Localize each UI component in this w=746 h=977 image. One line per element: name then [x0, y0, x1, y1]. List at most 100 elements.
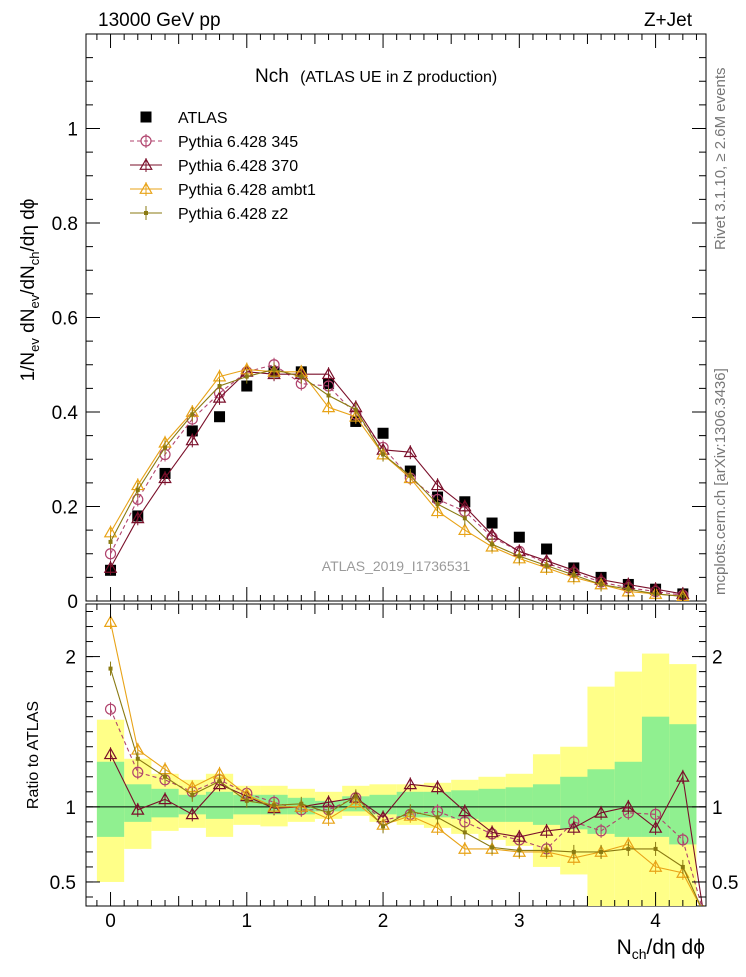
legend-marker-pambt1: [139, 182, 153, 194]
legend: ATLAS Pythia 6.428 345 Pythia 6.428 370 Pyt…: [130, 110, 316, 223]
ratio-point-pz2: [571, 849, 576, 854]
ratio-point-pz2: [408, 809, 413, 814]
main-y-tick-label: 0.6: [52, 309, 78, 330]
main-point-pz2: [217, 384, 222, 389]
ratio-point-pz2: [490, 845, 495, 850]
main-point-pambt1: [458, 523, 472, 536]
ratio-point-pz2: [326, 810, 331, 815]
main-y-tick-label: 0.2: [52, 498, 78, 519]
main-point-pz2: [353, 407, 358, 412]
main-y-axis-label: 1/Nev dNev/dNch/dη dϕ: [18, 199, 42, 382]
ratio-point-p370: [103, 747, 118, 760]
ratio-point-pz2: [381, 824, 386, 829]
main-point-data: [486, 517, 498, 529]
ratio-point-p370: [403, 777, 418, 790]
main-point-data: [513, 531, 525, 543]
ratio-point-p345: [104, 703, 117, 715]
ratio-point-p370: [130, 802, 145, 815]
ratio-point-pz2: [462, 830, 467, 835]
ratio-band-inner: [96, 761, 125, 837]
legend-item-p370: Pythia 6.428 370: [130, 158, 298, 175]
ratio-y-tick-label-right: 0.5: [712, 873, 738, 894]
ratio-band-inner: [178, 794, 206, 815]
ratio-point-pz2: [272, 803, 277, 808]
ratio-point-pambt1: [103, 615, 118, 627]
main-point-p370: [185, 433, 200, 446]
main-point-pz2: [108, 539, 113, 544]
main-ylabel-sub: ev: [27, 294, 42, 308]
ratio-point-p370: [158, 792, 172, 805]
main-point-pz2: [272, 367, 277, 372]
main-ylabel-sub: ev: [27, 338, 42, 352]
main-ylabel-part: 1/N: [18, 352, 39, 382]
main-point-p370: [103, 560, 118, 573]
main-point-pz2: [381, 452, 386, 457]
ratio-point-pambt1: [648, 859, 663, 872]
ratio-band-inner: [614, 761, 642, 837]
ratio-point-pambt1: [403, 808, 418, 821]
main-point-pz2: [571, 573, 576, 578]
ratio-point-pz2: [108, 666, 113, 671]
legend-item-p345: Pythia 6.428 345: [130, 134, 298, 151]
main-point-p370: [403, 445, 418, 458]
ratio-point-p370: [458, 804, 472, 817]
xlabel-part: N: [617, 936, 632, 959]
main-line-p345: [110, 364, 683, 596]
ratio-point-pz2: [244, 798, 249, 803]
ratio-point-p345: [649, 808, 662, 820]
legend-marker-data: [140, 111, 152, 123]
main-line-p370: [110, 371, 683, 595]
ratio-series-pz2: [108, 661, 704, 906]
main-y-tick-label: 0.4: [52, 403, 79, 424]
rivet-side-label: Rivet 3.1.10, ≥ 2.6M events: [712, 68, 729, 251]
main-point-pz2: [163, 445, 168, 450]
ratio-point-pambt1: [294, 799, 309, 812]
main-point-data: [186, 425, 198, 437]
main-ylabel-part: /dN: [18, 265, 39, 295]
legend-label-pambt1: Pythia 6.428 ambt1: [178, 182, 316, 199]
main-point-pz2: [599, 582, 604, 587]
main-point-pz2: [435, 502, 440, 507]
ratio-band-inner: [505, 787, 533, 822]
legend-marker-p345: [140, 135, 152, 147]
ratio-point-p345: [132, 766, 144, 778]
ratio-y-tick-label: 0.5: [50, 873, 76, 894]
main-point-pz2: [626, 587, 631, 592]
ratio-point-pz2: [626, 846, 631, 851]
ratio-point-pz2: [544, 848, 549, 853]
ratio-point-pz2: [135, 756, 140, 761]
ratio-y-tick-label: 2: [65, 648, 76, 669]
ratio-point-p370: [702, 905, 704, 906]
ratio-point-p370: [539, 823, 554, 836]
main-point-pz2: [490, 542, 495, 547]
ratio-point-pambt1: [430, 820, 445, 833]
ratio-point-p345: [595, 825, 607, 837]
main-y-tick-label: 0: [67, 592, 78, 613]
ratio-point-p370: [567, 820, 581, 833]
ratio-point-p370: [648, 820, 663, 833]
ratio-plot-marks: [103, 615, 704, 906]
main-point-pambt1: [321, 400, 336, 413]
main-point-pz2: [517, 554, 522, 559]
ratio-plot-area: [86, 653, 706, 906]
ratio-point-pz2: [299, 801, 304, 806]
ratio-x-tick-label: 2: [378, 911, 389, 932]
main-point-data: [377, 427, 389, 439]
ratio-x-tick-label: 3: [514, 911, 525, 932]
ratio-band-inner: [669, 724, 697, 845]
main-point-p370: [430, 478, 445, 491]
ratio-point-pz2: [353, 794, 358, 799]
ratio-point-p370: [185, 807, 200, 820]
main-point-data: [214, 411, 226, 423]
main-point-p370: [158, 471, 172, 484]
main-point-pambt1: [430, 504, 445, 517]
ratio-x-tick-label: 0: [105, 911, 116, 932]
ratio-point-p370: [676, 769, 690, 782]
ratio-point-p370: [512, 829, 527, 842]
main-point-pz2: [190, 412, 195, 417]
legend-item-pz2: Pythia 6.428 z2: [130, 206, 288, 223]
main-point-pambt1: [349, 409, 363, 422]
ratio-point-pambt1: [321, 811, 336, 824]
